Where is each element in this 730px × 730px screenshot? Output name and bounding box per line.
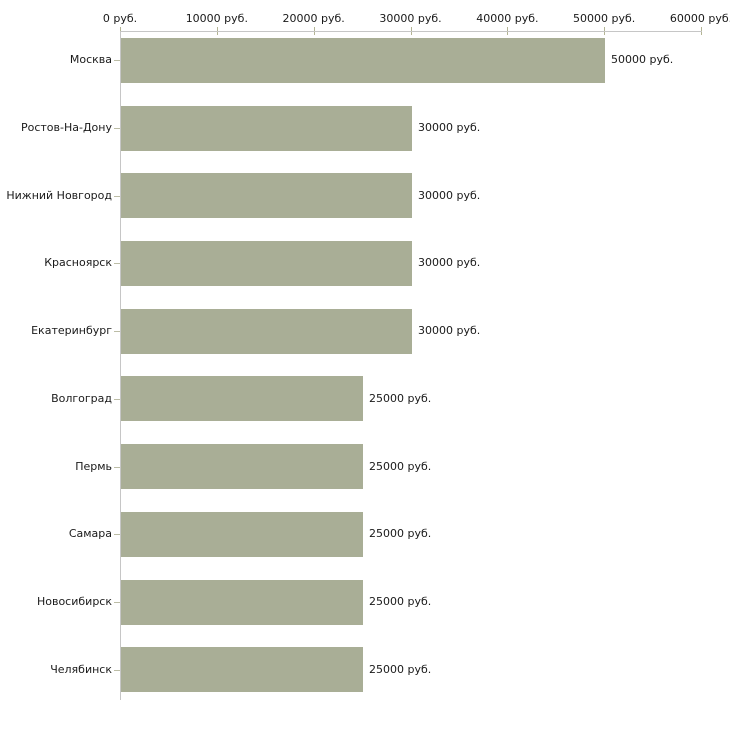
bar-6: [121, 444, 363, 489]
x-axis-tick-label: 20000 руб.: [282, 12, 345, 25]
x-axis-tick-label: 50000 руб.: [573, 12, 636, 25]
category-tick-dash: [114, 670, 120, 671]
value-label: 30000 руб.: [418, 189, 481, 202]
value-label: 25000 руб.: [369, 392, 432, 405]
value-label: 25000 руб.: [369, 595, 432, 608]
x-axis-line: [120, 31, 703, 32]
category-label: Ростов-На-Дону: [20, 121, 112, 134]
category-label: Волгоград: [51, 392, 112, 405]
category-tick-dash: [114, 331, 120, 332]
category-tick-dash: [114, 467, 120, 468]
bar-8: [121, 580, 363, 625]
value-label: 30000 руб.: [418, 324, 481, 337]
category-label: Красноярск: [44, 256, 112, 269]
category-label: Пермь: [75, 460, 112, 473]
value-label: 25000 руб.: [369, 663, 432, 676]
category-label: Екатеринбург: [31, 324, 112, 337]
value-label: 30000 руб.: [418, 121, 481, 134]
bar-3: [121, 241, 412, 286]
category-label: Челябинск: [50, 663, 112, 676]
category-tick-dash: [114, 196, 120, 197]
category-label: Новосибирск: [36, 595, 112, 608]
category-tick-dash: [114, 602, 120, 603]
value-label: 25000 руб.: [369, 460, 432, 473]
bar-5: [121, 376, 363, 421]
value-label: 30000 руб.: [418, 256, 481, 269]
y-axis-line: [120, 31, 121, 700]
category-tick-dash: [114, 534, 120, 535]
bar-7: [121, 512, 363, 557]
x-axis-tick-label: 40000 руб.: [476, 12, 539, 25]
x-axis-tick-label: 30000 руб.: [379, 12, 442, 25]
category-tick-dash: [114, 60, 120, 61]
x-axis-tick-label: 10000 руб.: [185, 12, 248, 25]
category-tick-dash: [114, 263, 120, 264]
category-label: Самара: [68, 527, 112, 540]
bar-9: [121, 647, 363, 692]
bar-4: [121, 309, 412, 354]
bar-1: [121, 106, 412, 151]
value-label: 25000 руб.: [369, 527, 432, 540]
bar-0: [121, 38, 605, 83]
bar-2: [121, 173, 412, 218]
category-tick-dash: [114, 399, 120, 400]
x-axis-tick-label: 60000 руб.: [669, 12, 730, 25]
category-label: Москва: [69, 53, 112, 66]
category-tick-dash: [114, 128, 120, 129]
category-label: Нижний Новгород: [6, 189, 112, 202]
x-axis-tick-label: 0 руб.: [102, 12, 138, 25]
value-label: 50000 руб.: [611, 53, 674, 66]
